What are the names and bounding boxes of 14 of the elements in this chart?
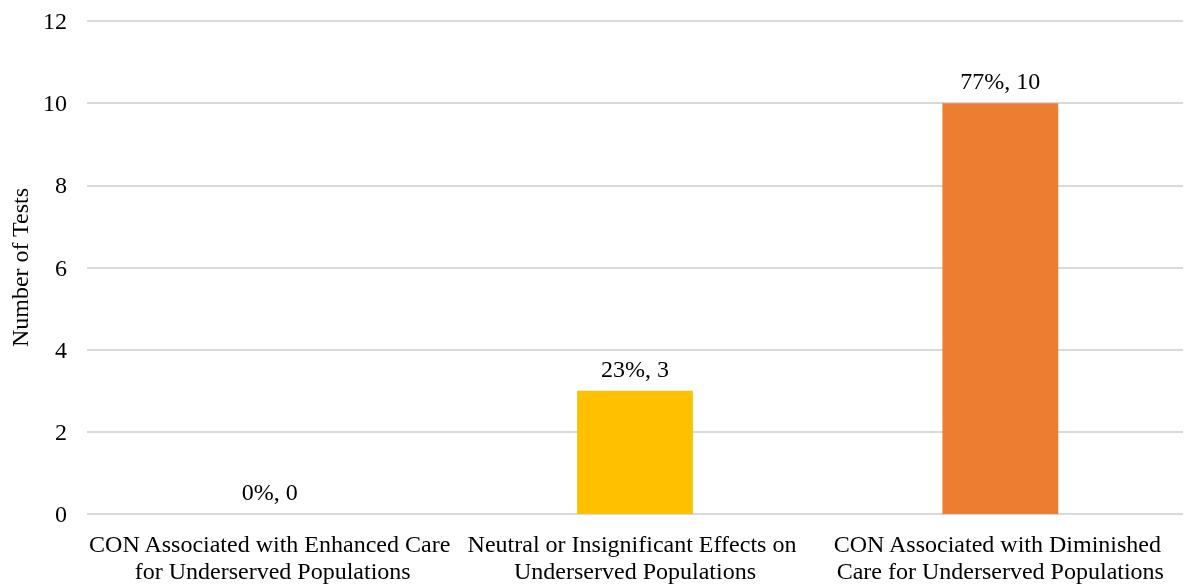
data-label: 0%, 0 bbox=[241, 479, 298, 505]
y-tick-label: 10 bbox=[43, 90, 67, 117]
y-axis-title: Number of Tests bbox=[7, 187, 33, 348]
x-tick-label: Neutral or Insignificant Effects on Underserved Populations bbox=[467, 530, 803, 584]
y-tick-label: 4 bbox=[55, 336, 67, 363]
data-label: 77%, 10 bbox=[960, 68, 1041, 95]
y-tick-label: 6 bbox=[55, 254, 67, 281]
data-label: 23%, 3 bbox=[601, 355, 669, 382]
y-tick-label: 8 bbox=[55, 172, 67, 199]
y-tick-label: 12 bbox=[43, 8, 67, 34]
y-tick-label: 2 bbox=[55, 418, 67, 445]
x-tick-label: CON Associated with Diminished Care for Underserved Populations bbox=[833, 530, 1167, 584]
x-tick-label: CON Associated with Enhanced Care for Underserved Populations bbox=[89, 530, 451, 584]
y-tick-label: 0 bbox=[55, 501, 67, 527]
